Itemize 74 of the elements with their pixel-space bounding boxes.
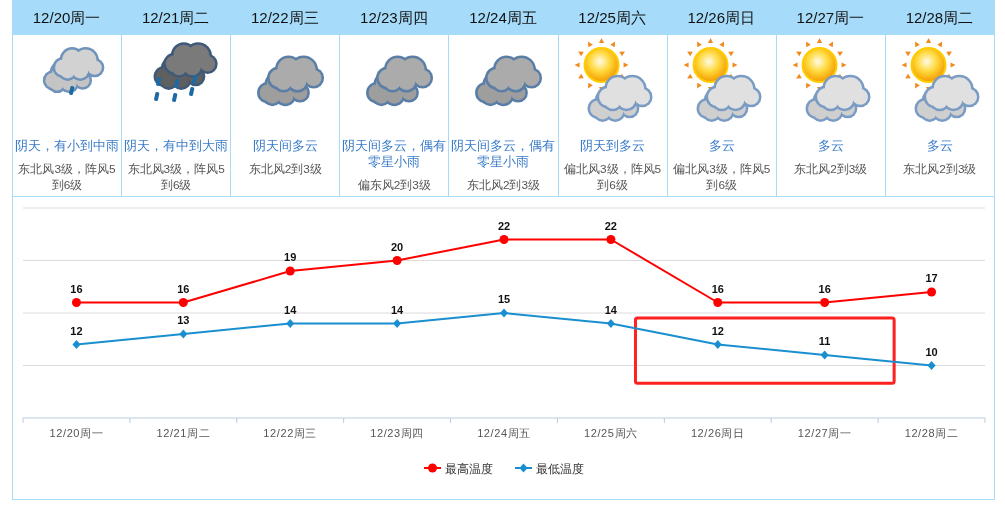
text: 阴天间多云，偶有零星小雨: [341, 138, 448, 170]
text: 东北风2到3级: [902, 161, 978, 177]
point: [606, 235, 616, 244]
text: 东北风2到3级: [247, 161, 323, 177]
text: 阴天间多云，偶有零星小雨: [450, 138, 557, 170]
x-tick-label: 12/21周二: [156, 427, 211, 439]
x-tick-label: 12/20周一: [49, 427, 104, 439]
category-label: 12/21周二: [140, 8, 211, 28]
text: 偏东风2到3级: [356, 177, 432, 193]
data-label: 14: [604, 303, 618, 316]
point: [392, 256, 402, 265]
text: 多云: [816, 138, 845, 154]
category-label: 12/26周日: [686, 8, 756, 28]
point: [72, 340, 81, 349]
data-label: 14: [390, 303, 405, 316]
data-label: 16: [711, 282, 724, 295]
point: [820, 298, 830, 307]
x-tick-label: 12/25周六: [584, 427, 638, 439]
category-label: 12/28周二: [904, 8, 975, 28]
category-label: 12/20周一: [31, 8, 102, 28]
data-label: 17: [925, 272, 938, 284]
point: [71, 298, 81, 307]
text: 偏北风3级，阵风5到6级: [672, 161, 772, 193]
data-label: 16: [818, 282, 831, 295]
data-label: 13: [177, 314, 190, 326]
point: [285, 266, 295, 276]
text: 阴天间多云: [251, 138, 319, 154]
data-label: 12: [711, 324, 724, 337]
text: 东北风2到3级: [465, 177, 542, 193]
point: [393, 319, 402, 328]
x-tick-label: 12/27周一: [797, 427, 852, 439]
text: 阴天，有小到中雨: [14, 138, 121, 154]
text: 阴天到多云: [579, 138, 647, 154]
text: 东北风3级，阵风5到6级: [17, 161, 117, 193]
text: 偏北风3级，阵风5到6级: [563, 161, 663, 193]
data-label: 10: [925, 345, 938, 358]
point: [820, 350, 829, 360]
point: [606, 319, 615, 328]
text: 阴天，有中到大雨: [123, 138, 230, 154]
point: [286, 319, 295, 328]
x-tick-label: 12/26周日: [690, 427, 745, 439]
data-label: 11: [818, 335, 831, 347]
data-label: 22: [497, 219, 511, 232]
text: 东北风3级，阵风5到6级: [126, 161, 226, 193]
x-tick-label: 12/22周三: [263, 427, 318, 439]
point: [713, 298, 723, 307]
data-label: 22: [604, 219, 618, 232]
legend-label: 最高温度: [445, 461, 493, 476]
point: [927, 361, 936, 370]
data-label: 12: [70, 324, 83, 337]
text: 东北风2到3级: [793, 161, 869, 177]
category-label: 12/23周四: [359, 8, 429, 28]
category-label: 12/24周五: [468, 8, 538, 28]
data-label: 16: [177, 282, 190, 295]
legend-label: 最低温度: [536, 461, 584, 476]
data-label: 20: [390, 240, 404, 253]
point: [927, 287, 937, 297]
point: [178, 298, 188, 307]
text: 多云: [707, 138, 736, 154]
point: [713, 340, 722, 349]
data-label: 15: [497, 293, 511, 305]
data-label: 19: [284, 251, 297, 263]
x-tick-label: 12/28周二: [904, 427, 959, 439]
point: [500, 308, 508, 318]
data-label: 14: [284, 303, 298, 316]
x-tick-label: 12/23周四: [370, 427, 424, 439]
data-label: 16: [70, 282, 83, 295]
category-label: 12/22周三: [250, 8, 320, 28]
category-label: 12/27周一: [795, 8, 866, 28]
text: 多云: [925, 138, 954, 154]
category-label: 12/25周六: [577, 8, 647, 28]
point: [499, 235, 509, 244]
point: [179, 329, 188, 339]
x-tick-label: 12/24周五: [477, 427, 531, 439]
